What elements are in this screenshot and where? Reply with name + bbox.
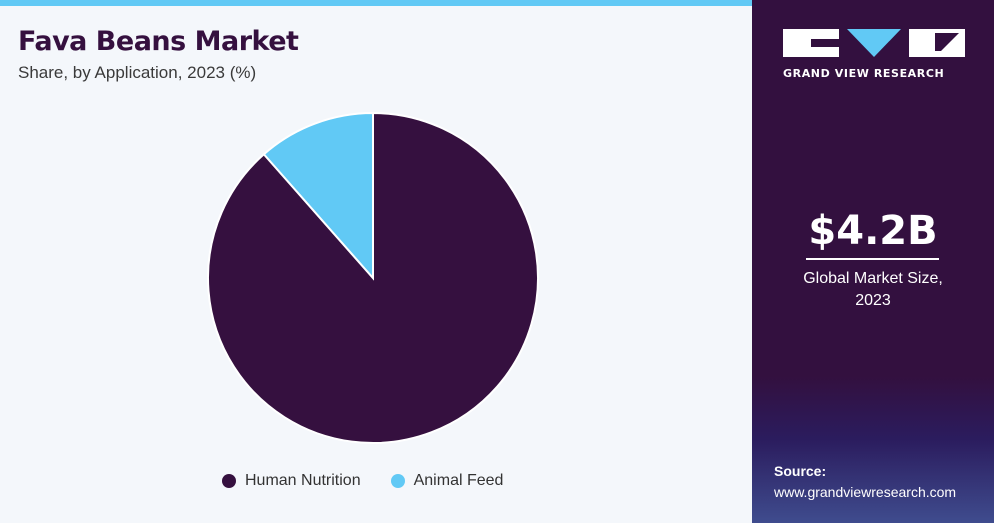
page-subtitle: Share, by Application, 2023 (%) (18, 63, 257, 82)
legend-swatch-animal-feed (390, 474, 405, 488)
sidebar-panel: GRAND VIEW RESEARCH $4.2B Global Market … (752, 0, 994, 523)
page-title: Fava Beans Market (18, 26, 299, 57)
top-accent-bar (0, 0, 752, 6)
logo-text: GRAND VIEW RESEARCH (783, 67, 945, 80)
pie-slice-human-nutrition (207, 111, 539, 444)
source-label: Source: (774, 463, 827, 479)
legend-label-human-nutrition: Human Nutrition (245, 472, 361, 489)
legend-label-animal-feed: Animal Feed (413, 472, 504, 489)
chart-legend: Human Nutrition Animal Feed (222, 472, 533, 490)
legend-item-animal-feed: Animal Feed (390, 472, 504, 490)
pie-chart (207, 111, 539, 444)
source-url[interactable]: www.grandviewresearch.com (774, 484, 957, 500)
legend-item-human-nutrition: Human Nutrition (222, 472, 361, 490)
legend-swatch-human-nutrition (222, 474, 236, 488)
market-size-divider (806, 258, 939, 260)
market-size-label-line1: Global Market Size, (803, 270, 943, 287)
grand-view-research-logo (783, 29, 965, 57)
pie-slice-animal-feed (262, 111, 374, 281)
market-size-label: Global Market Size, 2023 (752, 268, 994, 312)
market-size-label-line2: 2023 (855, 292, 891, 309)
market-size-value: $4.2B (808, 208, 938, 254)
